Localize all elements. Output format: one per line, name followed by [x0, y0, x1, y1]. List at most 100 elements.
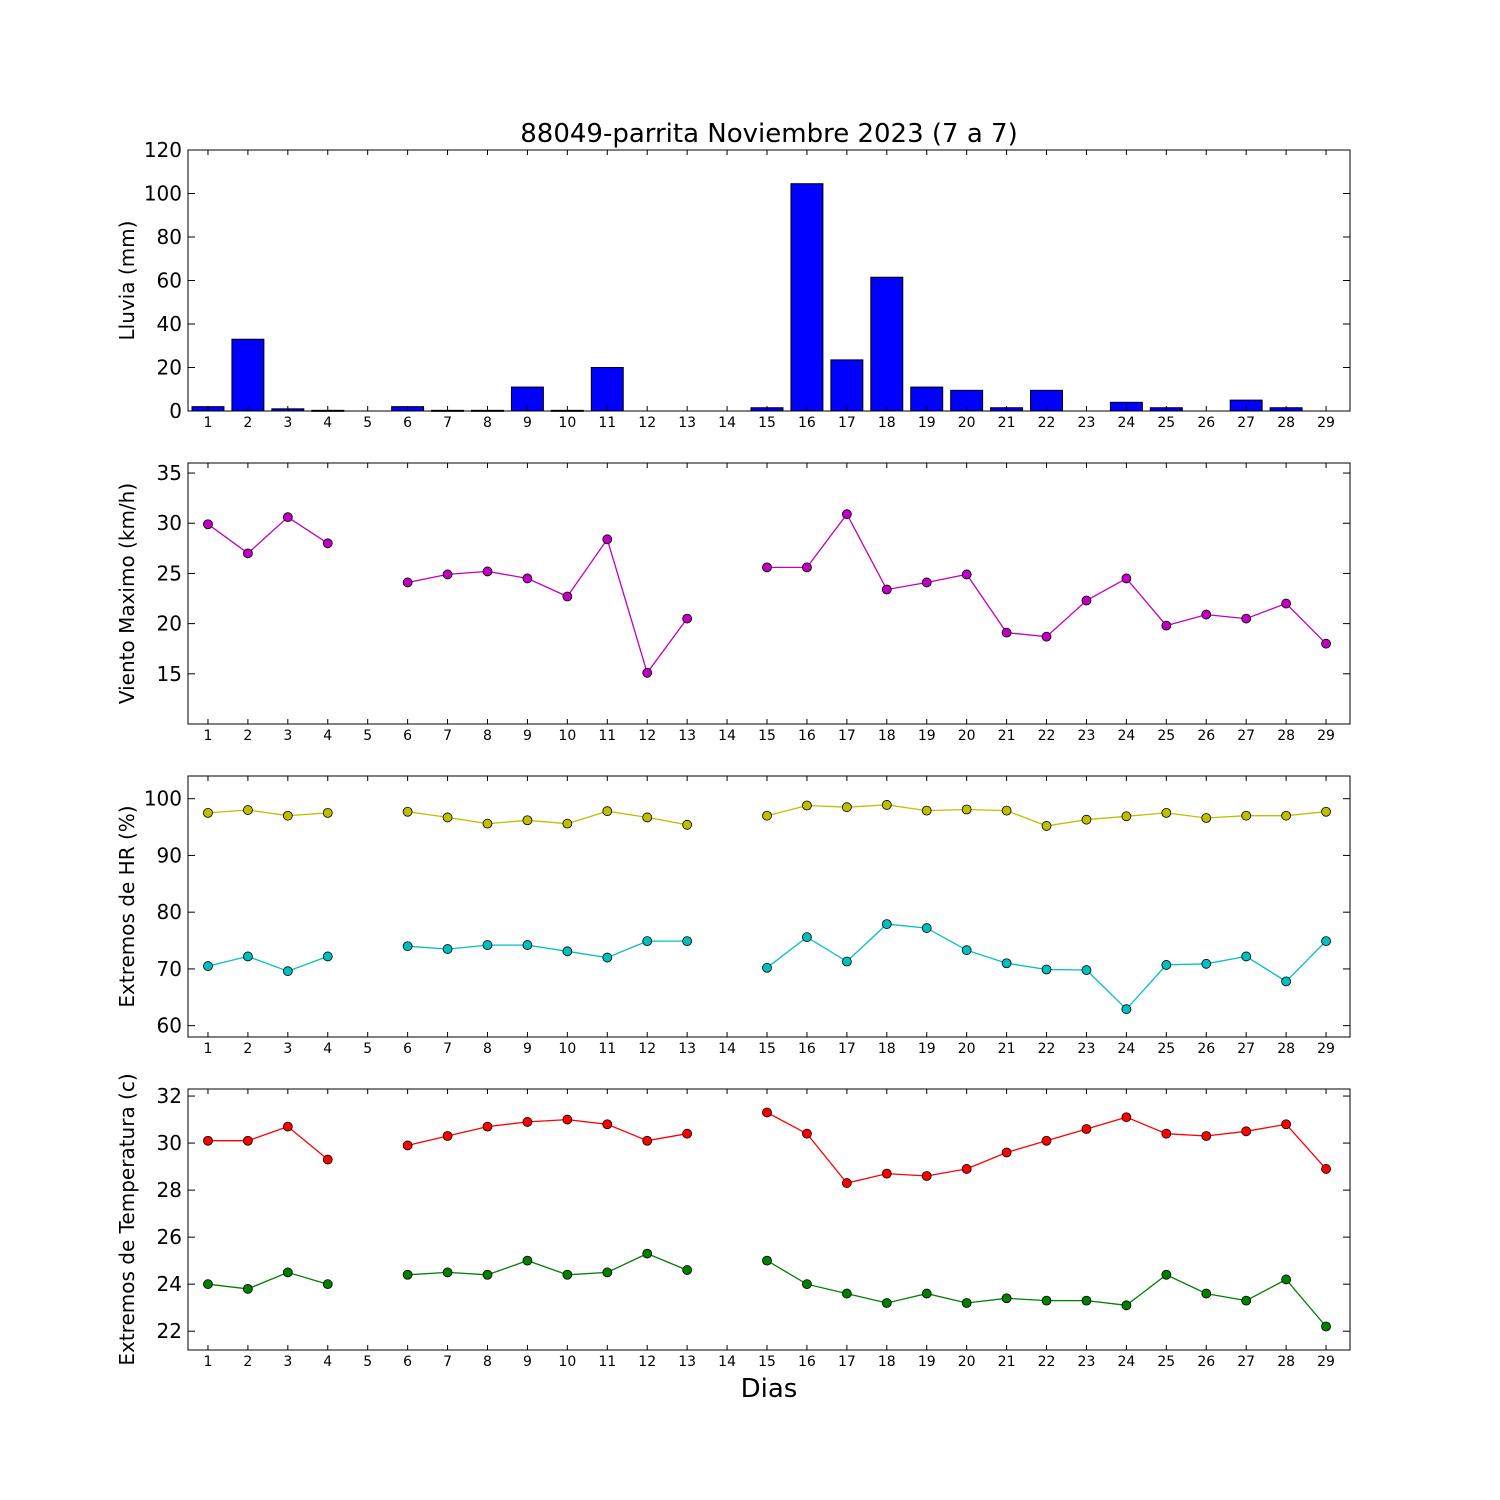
- max-wind-series-1-point: [1281, 598, 1292, 609]
- max-wind-xtick-label: 16: [798, 728, 816, 744]
- humidity-series-1-point: [442, 812, 453, 823]
- humidity-xtick-label: 6: [403, 1041, 412, 1057]
- temperature-series-2-point: [642, 1248, 653, 1259]
- max-wind-xtick-label: 21: [998, 728, 1016, 744]
- temperature-series-1-point: [482, 1121, 493, 1132]
- rainfall-xtick-label: 28: [1277, 415, 1295, 431]
- humidity-series-1-point: [1281, 810, 1292, 821]
- rainfall-xtick-label: 14: [718, 415, 736, 431]
- temperature-xtick-label: 23: [1078, 1354, 1096, 1370]
- humidity-xtick-label: 12: [638, 1041, 656, 1057]
- max-wind-ytick-label: 25: [157, 561, 182, 585]
- temperature-series-2-line: [407, 1252, 688, 1276]
- humidity-xtick-label: 8: [483, 1041, 492, 1057]
- humidity-xtick-label: 26: [1197, 1041, 1215, 1057]
- humidity-series-2-point: [1121, 1004, 1132, 1015]
- temperature-series-1-point: [1201, 1131, 1212, 1141]
- rainfall-ytick-label: 20: [157, 356, 182, 380]
- temperature-xtick-label: 29: [1317, 1354, 1335, 1370]
- max-wind-xtick-label: 9: [523, 728, 532, 744]
- max-wind-series-1-point: [522, 573, 533, 584]
- temperature-series-2-point: [1081, 1295, 1092, 1306]
- humidity-series-2-point: [841, 956, 852, 967]
- temperature-series-1-point: [602, 1119, 613, 1130]
- rainfall-xtick-label: 5: [363, 415, 372, 431]
- temperature-series-1-point: [1041, 1135, 1052, 1146]
- humidity-series-2-point: [762, 962, 772, 973]
- humidity-series-1-point: [682, 819, 693, 830]
- max-wind-xtick-label: 29: [1317, 728, 1335, 744]
- humidity-series-1-line: [407, 810, 688, 826]
- humidity-xtick-label: 20: [958, 1041, 976, 1057]
- max-wind-series-1-line: [207, 516, 329, 555]
- humidity-axes-frame: [187, 775, 1351, 1038]
- x-axis-label: Dias: [741, 1374, 798, 1404]
- humidity-ytick-label: 100: [144, 787, 182, 811]
- max-wind-series-1-point: [1161, 620, 1172, 631]
- temperature-series-1-line: [407, 1118, 688, 1147]
- max-wind-series-1-point: [1001, 627, 1012, 638]
- max-wind-series-1-point: [802, 562, 812, 573]
- max-wind-series-1-point: [762, 562, 772, 573]
- temperature-series-1-point: [1161, 1128, 1172, 1139]
- temperature-series-1-line: [208, 1125, 329, 1161]
- temperature-xtick-label: 27: [1237, 1354, 1255, 1370]
- humidity-series-2-point: [602, 952, 613, 963]
- humidity-y-axis-label: Extremos de HR (%): [115, 805, 139, 1007]
- humidity-series-2-point: [203, 961, 213, 971]
- temperature-series-1-point: [762, 1107, 772, 1118]
- temperature-xtick-label: 5: [363, 1354, 372, 1370]
- max-wind-xtick-label: 25: [1157, 728, 1175, 744]
- max-wind-xtick-label: 12: [638, 728, 656, 744]
- humidity-series-2-point: [1081, 965, 1092, 975]
- max-wind-xtick-label: 27: [1237, 728, 1255, 744]
- humidity-series-1-point: [921, 805, 932, 816]
- temperature-xtick-label: 4: [323, 1354, 332, 1370]
- humidity-ytick-label: 60: [157, 1014, 182, 1038]
- humidity-series-2-point: [482, 940, 493, 950]
- humidity-series-2-point: [522, 940, 533, 950]
- max-wind-xtick-label: 24: [1117, 728, 1135, 744]
- temperature-series-2-point: [1161, 1269, 1172, 1280]
- rainfall-xtick-label: 6: [403, 415, 412, 431]
- max-wind-series-1-point: [562, 591, 573, 602]
- max-wind-series-1-point: [602, 534, 613, 545]
- temperature-series-2-point: [961, 1298, 972, 1308]
- max-wind-series-1-point: [1241, 613, 1252, 624]
- temperature-xtick-label: 8: [483, 1354, 492, 1370]
- humidity-xtick-label: 24: [1117, 1041, 1135, 1057]
- humidity-series-1-point: [1241, 810, 1252, 821]
- rainfall-ytick-label: 60: [157, 269, 182, 293]
- humidity-series-1-point: [282, 810, 293, 821]
- humidity-series-1-point: [1161, 807, 1172, 818]
- humidity-xtick-label: 23: [1078, 1041, 1096, 1057]
- rainfall-xtick-label: 15: [758, 415, 776, 431]
- rainfall-xtick-label: 26: [1197, 415, 1215, 431]
- temperature-series-1-point: [442, 1131, 453, 1141]
- humidity-ytick-label: 90: [157, 843, 182, 867]
- rainfall-xtick-label: 19: [918, 415, 936, 431]
- max-wind-series-1-point: [841, 509, 852, 520]
- max-wind-xtick-label: 13: [678, 728, 696, 744]
- temperature-xtick-label: 18: [878, 1354, 896, 1370]
- rainfall-xtick-label: 1: [204, 415, 213, 431]
- rainfall-bar: [590, 367, 624, 412]
- humidity-series-2-point: [881, 919, 892, 929]
- humidity-series-2-point: [1281, 976, 1292, 987]
- temperature-series-2-point: [1001, 1293, 1012, 1304]
- temperature-series-2-point: [1321, 1321, 1331, 1332]
- temperature-ytick-label: 22: [157, 1319, 182, 1343]
- rainfall-bar: [231, 338, 265, 412]
- humidity-series-1-point: [1081, 814, 1092, 825]
- humidity-series-1-point: [203, 807, 213, 818]
- max-wind-xtick-label: 3: [283, 728, 292, 744]
- humidity-xtick-label: 10: [558, 1041, 576, 1057]
- max-wind-series-1-point: [282, 512, 293, 523]
- max-wind-series-1-point: [402, 577, 413, 588]
- rainfall-ytick-label: 120: [144, 138, 182, 162]
- rainfall-y-axis-label: Lluvia (mm): [115, 221, 139, 341]
